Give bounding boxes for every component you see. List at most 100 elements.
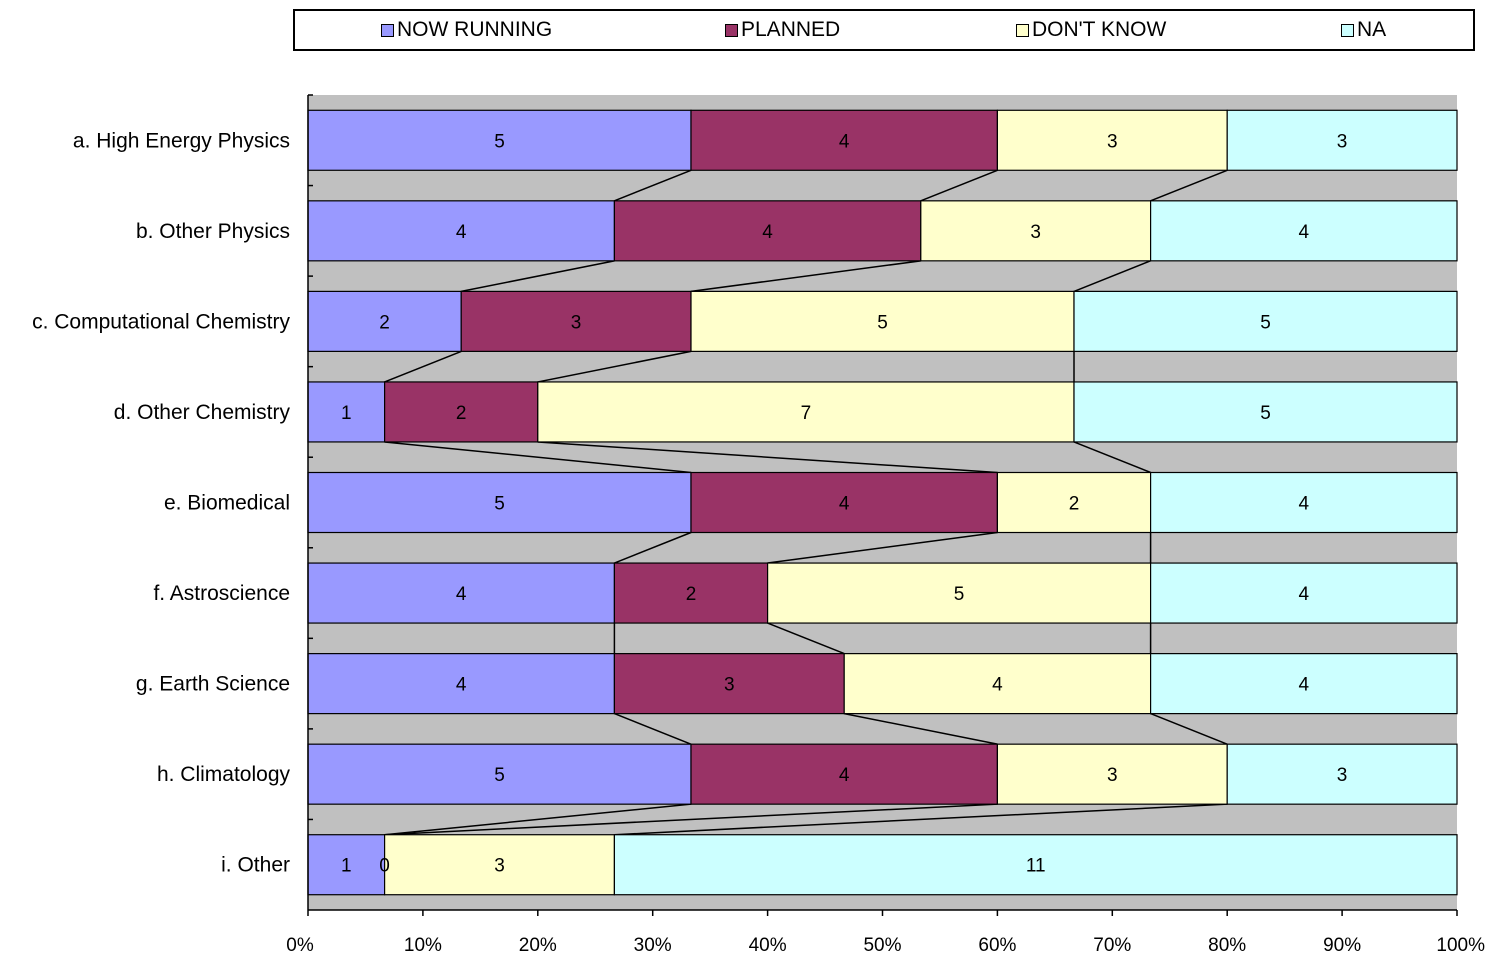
series-line — [1073, 441, 1151, 474]
series-line — [384, 803, 692, 836]
x-tick-label: 50% — [863, 935, 901, 954]
data-label: 4 — [1299, 494, 1310, 515]
bar-1-4 — [307, 381, 386, 443]
data-label: 4 — [1299, 675, 1310, 696]
series-line — [1073, 260, 1151, 293]
data-label: 3 — [1030, 222, 1041, 243]
y-axis: a. High Energy Physics b. Other Physics c.… — [32, 94, 313, 910]
legend: NOW RUNNING PLANNED DON'T KNOW NA — [293, 9, 1475, 51]
bar-3-2 — [920, 200, 1152, 262]
series-line — [461, 260, 615, 293]
legend-item: NA — [1341, 11, 1386, 49]
data-label: 3 — [1337, 765, 1348, 786]
data-label: 0 — [379, 856, 390, 877]
bar-2-8 — [690, 743, 998, 805]
data-label: 4 — [456, 584, 467, 605]
data-label: 5 — [954, 584, 965, 605]
data-label: 4 — [456, 222, 467, 243]
bar-3-6 — [766, 562, 1152, 624]
x-tick-label: 70% — [1093, 935, 1131, 954]
series-line — [767, 622, 845, 655]
data-label: 3 — [494, 856, 505, 877]
category-label: e. Biomedical — [164, 492, 290, 515]
category-label: g. Earth Science — [136, 673, 290, 696]
legend-label: DON'T KNOW — [1032, 18, 1167, 41]
bar-4-4 — [1073, 381, 1458, 443]
series-line — [614, 712, 692, 745]
data-label: 2 — [1069, 494, 1080, 515]
bar-4-9 — [613, 834, 1458, 896]
bar-3-1 — [996, 109, 1228, 171]
data-label: 3 — [1337, 131, 1348, 152]
series-line — [1150, 169, 1228, 202]
bar-4-7 — [1149, 653, 1458, 715]
category-label: h. Climatology — [157, 763, 291, 786]
x-tick-label: 40% — [749, 935, 787, 954]
data-label: 2 — [379, 312, 390, 333]
bar-2-5 — [690, 471, 998, 534]
data-label: 5 — [877, 312, 888, 333]
bar-3-3 — [690, 290, 1075, 352]
bar-1-5 — [307, 471, 692, 534]
series-line — [690, 260, 921, 293]
series-line — [614, 803, 1228, 836]
bar-2-1 — [690, 109, 998, 171]
bar-1-7 — [307, 653, 615, 715]
series-line — [384, 350, 462, 383]
series-line — [767, 531, 998, 564]
bar-3-8 — [996, 743, 1228, 805]
data-label: 5 — [1260, 312, 1271, 333]
bar-3-7 — [843, 653, 1152, 715]
data-label: 7 — [801, 403, 812, 424]
bar-4-3 — [1073, 290, 1458, 352]
category-label: b. Other Physics — [136, 220, 290, 243]
x-axis: 0% 10% 20% 30% 40% 50% 60% 70% 80% 90% 100% — [286, 909, 1485, 954]
data-labels: 5 4 3 3 4 4 3 4 2 3 5 5 1 2 7 5 5 4 2 4 4 2 5 4 4 3 4 4 5 4 3 3 1 0 3 11 — [341, 131, 1347, 876]
data-label: 3 — [571, 312, 582, 333]
bar-2-4 — [384, 381, 539, 443]
data-label: 1 — [341, 856, 352, 877]
bar-4-2 — [1149, 200, 1458, 262]
legend-item: NOW RUNNING — [381, 11, 552, 49]
bar-2-2 — [613, 200, 922, 262]
x-tick-label: 20% — [519, 935, 557, 954]
data-label: 2 — [456, 403, 467, 424]
bar-4-5 — [1149, 471, 1458, 534]
category-label: a. High Energy Physics — [73, 129, 290, 152]
data-label: 4 — [1299, 584, 1310, 605]
legend-swatch — [1341, 23, 1354, 37]
legend-swatch — [381, 23, 394, 37]
bar-2-7 — [613, 653, 845, 715]
bars — [307, 109, 1458, 896]
bar-1-8 — [307, 743, 692, 805]
x-tick-label: 90% — [1323, 935, 1361, 954]
legend-swatch — [1016, 23, 1029, 37]
data-label: 4 — [762, 222, 773, 243]
series-line — [844, 712, 998, 745]
series-line — [614, 531, 692, 564]
series-line — [384, 803, 998, 836]
bar-3-4 — [537, 381, 1075, 443]
bar-2-6 — [613, 562, 769, 624]
bar-4-8 — [1226, 743, 1458, 805]
bar-4-6 — [1149, 562, 1458, 624]
data-label: 4 — [839, 131, 850, 152]
category-label: f. Astroscience — [153, 582, 290, 605]
bar-3-9 — [384, 834, 616, 896]
bar-4-1 — [1226, 109, 1458, 171]
data-label: 3 — [1107, 131, 1118, 152]
bar-3-5 — [996, 471, 1152, 534]
data-label: 5 — [1260, 403, 1271, 424]
data-label: 3 — [724, 675, 735, 696]
data-label: 5 — [494, 494, 505, 515]
data-label: 5 — [494, 765, 505, 786]
data-label: 4 — [992, 675, 1003, 696]
data-label: 4 — [839, 494, 850, 515]
data-label: 5 — [494, 131, 505, 152]
legend-swatch — [725, 23, 738, 37]
legend-label: NA — [1357, 18, 1387, 41]
legend-item: DON'T KNOW — [1016, 11, 1166, 49]
data-label: 11 — [1026, 856, 1046, 877]
data-label: 4 — [1299, 222, 1310, 243]
